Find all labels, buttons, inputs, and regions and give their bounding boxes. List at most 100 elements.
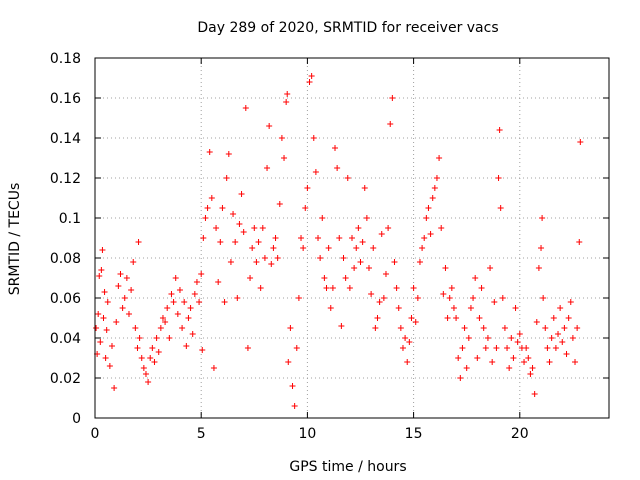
data-point <box>567 299 574 305</box>
data-point <box>491 299 498 305</box>
data-point <box>431 185 438 191</box>
data-point <box>421 235 428 241</box>
data-point <box>111 385 118 391</box>
data-point <box>455 355 462 361</box>
data-point <box>249 245 256 251</box>
data-point <box>159 315 166 321</box>
data-point <box>108 343 115 349</box>
data-point <box>198 271 205 277</box>
y-axis-label: SRMTID / TECUs <box>7 183 23 296</box>
data-point <box>200 235 207 241</box>
data-point <box>202 215 209 221</box>
data-point <box>334 165 341 171</box>
data-point <box>223 175 230 181</box>
data-point <box>264 165 271 171</box>
data-point <box>467 305 474 311</box>
data-point <box>317 255 324 261</box>
data-point <box>257 285 264 291</box>
data-point <box>531 391 538 397</box>
data-point <box>162 319 169 325</box>
data-point <box>191 291 198 297</box>
data-point <box>465 335 472 341</box>
data-point <box>523 345 530 351</box>
data-point <box>179 325 186 331</box>
data-point <box>370 245 377 251</box>
data-point <box>278 135 285 141</box>
data-point <box>281 155 288 161</box>
data-point <box>147 355 154 361</box>
data-point <box>174 311 181 317</box>
y-tick-label: 0.14 <box>50 131 81 147</box>
data-point <box>289 383 296 389</box>
data-point <box>372 325 379 331</box>
data-point <box>340 255 347 261</box>
data-point <box>247 275 254 281</box>
data-point <box>236 221 243 227</box>
data-point <box>293 345 300 351</box>
data-point <box>391 259 398 265</box>
data-point <box>378 231 385 237</box>
data-point <box>478 285 485 291</box>
data-point <box>453 315 460 321</box>
data-point <box>206 149 213 155</box>
data-point <box>402 335 409 341</box>
data-point <box>419 245 426 251</box>
y-tick-label: 0.18 <box>50 51 81 67</box>
data-point <box>142 371 149 377</box>
chart-title: Day 289 of 2020, SRMTID for receiver vac… <box>197 20 498 36</box>
data-point <box>259 225 266 231</box>
data-point <box>474 355 481 361</box>
data-point <box>199 347 206 353</box>
data-point <box>448 285 455 291</box>
data-point <box>442 265 449 271</box>
data-point <box>382 271 389 277</box>
data-point <box>433 175 440 181</box>
data-point <box>274 255 281 261</box>
data-point <box>557 305 564 311</box>
data-point <box>98 267 105 273</box>
data-point <box>100 315 107 321</box>
data-point <box>298 235 305 241</box>
data-point <box>429 195 436 201</box>
data-point <box>261 255 268 261</box>
data-point <box>217 239 224 245</box>
data-point <box>436 155 443 161</box>
data-point <box>172 275 179 281</box>
data-point <box>538 245 545 251</box>
data-point <box>302 205 309 211</box>
data-point <box>427 231 434 237</box>
data-point <box>157 325 164 331</box>
data-point <box>395 305 402 311</box>
data-point <box>504 345 511 351</box>
axis-ticks: 0 5 10 15 20 0 0.02 0.04 0.06 0.08 0.1 0.12 0.14 0.16… <box>50 51 609 442</box>
data-point <box>291 403 298 409</box>
data-point <box>213 225 220 231</box>
data-point <box>561 325 568 331</box>
data-point <box>550 315 557 321</box>
data-point <box>346 285 353 291</box>
data-point <box>153 335 160 341</box>
data-point <box>349 235 355 241</box>
data-point <box>412 319 419 325</box>
data-point <box>450 305 457 311</box>
data-point <box>525 355 532 361</box>
data-point <box>230 211 237 217</box>
data-point <box>225 151 232 157</box>
y-tick-label: 0 <box>72 411 81 427</box>
data-point <box>393 285 400 291</box>
data-point <box>572 359 579 365</box>
data-point <box>101 289 108 295</box>
y-tick-label: 0.08 <box>50 251 81 267</box>
data-point <box>363 215 370 221</box>
data-point <box>125 311 132 317</box>
data-point <box>295 295 302 301</box>
data-point <box>484 335 491 341</box>
data-point <box>149 345 156 351</box>
data-point <box>283 99 290 105</box>
data-point <box>423 215 430 221</box>
data-point <box>219 205 226 211</box>
data-point <box>255 239 262 245</box>
data-point <box>461 325 468 331</box>
data-point <box>501 325 508 331</box>
data-point <box>527 371 534 377</box>
